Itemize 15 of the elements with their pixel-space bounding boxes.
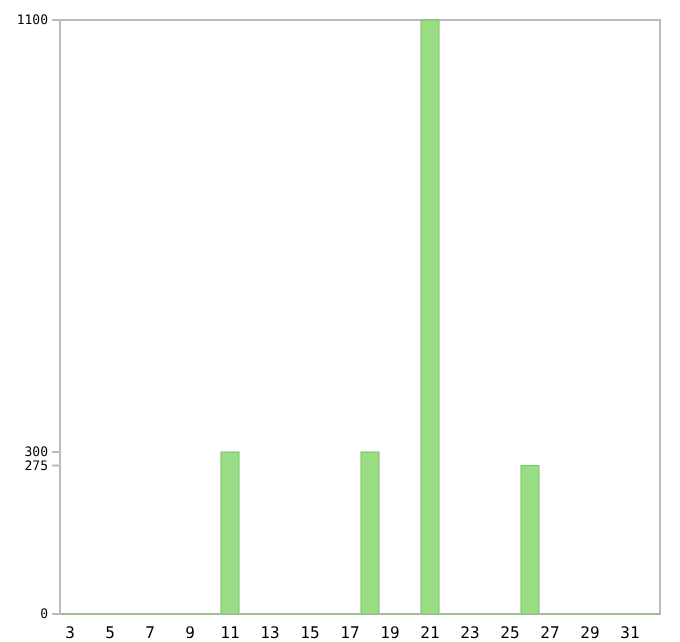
x-tick-label: 25: [500, 624, 520, 642]
x-tick-label: 23: [460, 624, 480, 642]
x-tick-label: 31: [620, 624, 640, 642]
x-tick-label: 5: [105, 624, 116, 642]
x-tick-label: 9: [185, 624, 196, 642]
x-tick-label: 15: [300, 624, 320, 642]
x-tick-label: 19: [380, 624, 400, 642]
x-tick-label: 17: [340, 624, 360, 642]
x-tick-label: 29: [580, 624, 600, 642]
x-tick-label: 3: [65, 624, 76, 642]
x-tick-label: 27: [540, 624, 560, 642]
x-tick-label: 21: [420, 624, 440, 642]
x-tick-label: 13: [260, 624, 280, 642]
x-tick-label: 11: [220, 624, 240, 642]
x-tick-label: 7: [145, 624, 156, 642]
